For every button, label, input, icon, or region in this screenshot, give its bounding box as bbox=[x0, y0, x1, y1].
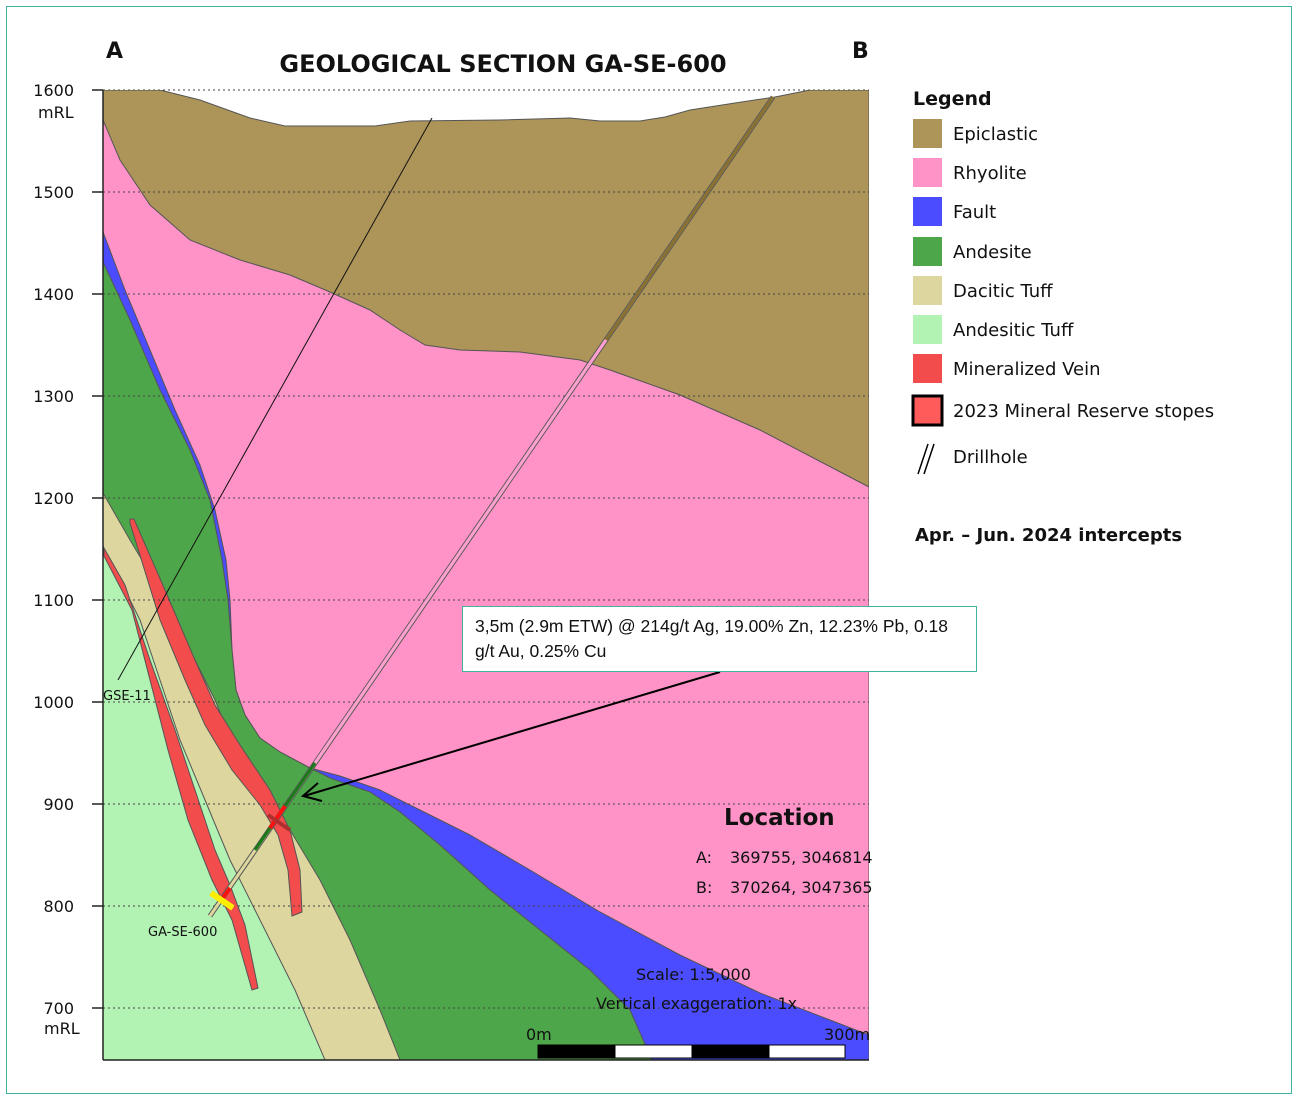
intercept-callout: 3,5m (2.9m ETW) @ 214g/t Ag, 19.00% Zn, … bbox=[462, 606, 977, 672]
y-tick-label: 1100 bbox=[33, 591, 74, 610]
y-tick-label: 1600 bbox=[33, 81, 74, 100]
location-b-label: B: bbox=[696, 878, 712, 897]
intercepts-note: Apr. – Jun. 2024 intercepts bbox=[915, 525, 1182, 546]
figure-frame bbox=[6, 6, 1292, 1094]
legend-swatch bbox=[913, 197, 942, 226]
vertical-exaggeration: Vertical exaggeration: 1x bbox=[596, 994, 797, 1013]
mineralized-vein bbox=[103, 546, 259, 991]
y-tick-label: 1200 bbox=[33, 489, 74, 508]
legend-label: Rhyolite bbox=[953, 163, 1027, 184]
legend-label: Dacitic Tuff bbox=[953, 281, 1053, 302]
legend-label: Andesite bbox=[953, 242, 1032, 263]
axis-unit-bottom: mRL bbox=[44, 1019, 80, 1038]
y-tick-label: 800 bbox=[43, 897, 74, 916]
section-end-b: B bbox=[852, 39, 869, 64]
y-tick-label: 1000 bbox=[33, 693, 74, 712]
section-title: GEOLOGICAL SECTION GA-SE-600 bbox=[279, 50, 726, 78]
scale-text: Scale: 1:5,000 bbox=[636, 965, 751, 984]
andesitic-tuff-unit bbox=[103, 548, 326, 1060]
drillhole-label-ga-se-600: GA-SE-600 bbox=[148, 925, 217, 940]
location-b-coords: 370264, 3047365 bbox=[730, 878, 873, 897]
scale-bar bbox=[537, 1044, 846, 1059]
legend-title: Legend bbox=[913, 88, 992, 110]
legend-swatch bbox=[911, 394, 944, 427]
mineralized-vein-stope bbox=[129, 518, 303, 917]
arrow-head-icon bbox=[300, 782, 323, 802]
legend-label: Mineralized Vein bbox=[953, 359, 1101, 380]
y-tick-label: 900 bbox=[43, 795, 74, 814]
drillhole-icon bbox=[923, 443, 935, 475]
legend-label: Andesitic Tuff bbox=[953, 320, 1074, 341]
legend-label: Epiclastic bbox=[953, 124, 1038, 145]
y-tick-label: 1300 bbox=[33, 387, 74, 406]
intercept-marker bbox=[209, 890, 235, 911]
legend-swatch bbox=[913, 354, 942, 383]
location-a-coords: 369755, 3046814 bbox=[730, 848, 873, 867]
drillhole-gse-11 bbox=[117, 117, 433, 681]
legend-label: Fault bbox=[953, 202, 996, 223]
callout-arrow bbox=[303, 671, 721, 797]
scale-end: 300m bbox=[824, 1025, 870, 1044]
stope-intercept-marker bbox=[266, 813, 292, 832]
location-title: Location bbox=[724, 805, 835, 831]
axis-unit-top: mRL bbox=[38, 103, 74, 122]
legend-swatch bbox=[913, 315, 942, 344]
drillhole-icon bbox=[917, 443, 929, 475]
legend-swatch bbox=[913, 237, 942, 266]
location-a-label: A: bbox=[696, 848, 712, 867]
y-tick-label: 1500 bbox=[33, 183, 74, 202]
legend-swatch bbox=[913, 158, 942, 187]
legend-swatch bbox=[913, 119, 942, 148]
y-tick-label: 700 bbox=[43, 999, 74, 1018]
drillhole-ga-se-600 bbox=[207, 95, 776, 918]
legend-swatch bbox=[913, 276, 942, 305]
y-tick-label: 1400 bbox=[33, 285, 74, 304]
drillhole-label-gse-11: GSE-11 bbox=[103, 689, 151, 704]
scale-start: 0m bbox=[526, 1025, 552, 1044]
legend-label: Drillhole bbox=[953, 447, 1028, 468]
section-end-a: A bbox=[106, 39, 123, 64]
legend-label: 2023 Mineral Reserve stopes bbox=[953, 401, 1214, 422]
